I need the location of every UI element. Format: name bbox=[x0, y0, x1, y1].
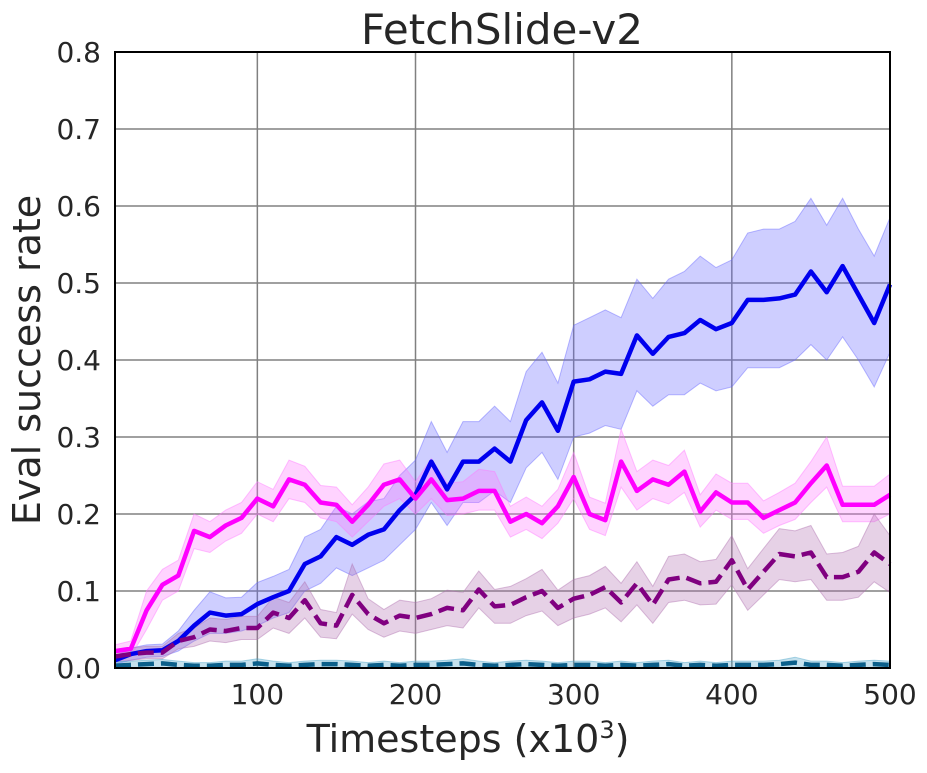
x-tick-label: 500 bbox=[863, 678, 916, 711]
y-axis-ticks: 0.0 0.1 0.2 0.3 0.4 0.5 0.6 0.7 0.8 bbox=[56, 36, 101, 685]
series-3-line bbox=[114, 550, 892, 659]
x-tick-label: 400 bbox=[705, 678, 758, 711]
y-tick-label: 0.2 bbox=[56, 498, 101, 531]
y-tick-label: 0.0 bbox=[56, 652, 101, 685]
y-tick-label: 0.8 bbox=[56, 36, 101, 69]
chart-title: FetchSlide-v2 bbox=[361, 5, 643, 54]
y-tick-label: 0.6 bbox=[56, 190, 101, 223]
y-axis-label: Eval success rate bbox=[5, 195, 49, 525]
series-lines bbox=[114, 263, 893, 668]
y-tick-label: 0.3 bbox=[56, 421, 101, 454]
series-2-line bbox=[114, 459, 892, 654]
series-4-line bbox=[114, 660, 891, 668]
x-tick-label: 300 bbox=[547, 678, 600, 711]
series-1-line bbox=[114, 263, 893, 663]
x-axis-label: Timesteps (x103) bbox=[306, 716, 630, 761]
y-tick-label: 0.4 bbox=[56, 344, 101, 377]
confidence-bands bbox=[114, 197, 891, 669]
y-tick-label: 0.1 bbox=[56, 575, 101, 608]
x-axis-ticks: 100 200 300 400 500 bbox=[231, 678, 917, 711]
x-tick-label: 200 bbox=[389, 678, 442, 711]
plot-frame bbox=[114, 51, 891, 669]
y-tick-label: 0.5 bbox=[56, 267, 101, 300]
y-tick-label: 0.7 bbox=[56, 113, 101, 146]
x-tick-label: 100 bbox=[231, 678, 284, 711]
